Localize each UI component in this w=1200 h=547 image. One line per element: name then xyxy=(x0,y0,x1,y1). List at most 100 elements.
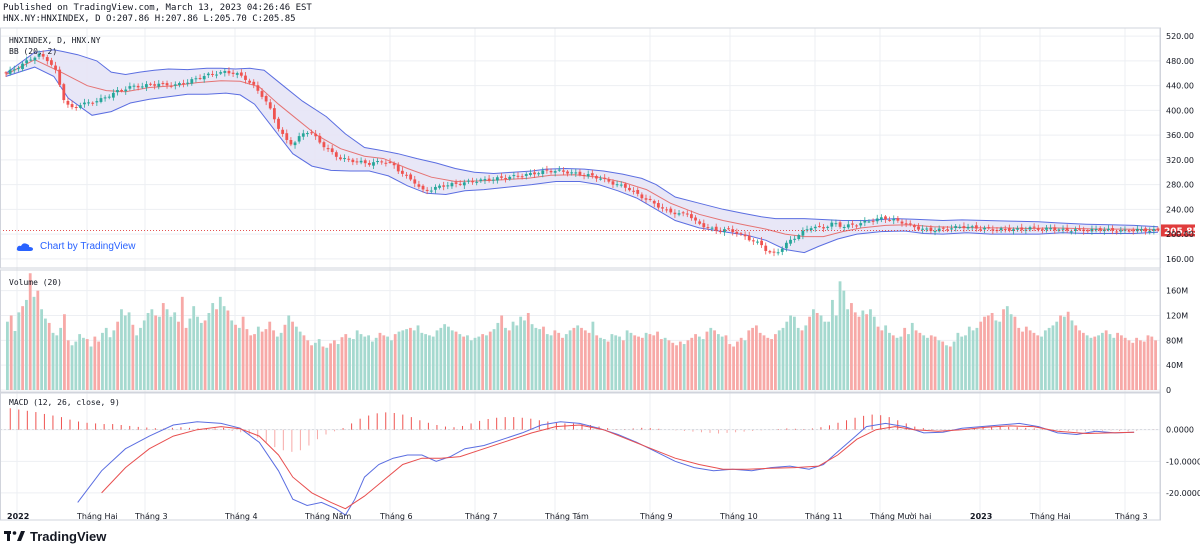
candle-body xyxy=(173,84,177,86)
candle-body xyxy=(74,107,78,109)
volume-bar xyxy=(44,318,47,390)
candle-body xyxy=(879,217,883,220)
volume-bar xyxy=(431,336,435,390)
candle-body xyxy=(140,86,144,88)
candle-body xyxy=(211,73,214,75)
candle-body xyxy=(367,162,371,165)
volume-bar xyxy=(154,315,158,390)
candle-body xyxy=(962,226,966,229)
candle-body xyxy=(1053,227,1057,231)
candle-body xyxy=(70,104,74,108)
candle-body xyxy=(1148,230,1152,233)
volume-bar xyxy=(215,309,218,390)
candle-body xyxy=(1007,228,1011,231)
candle-body xyxy=(483,179,487,181)
volume-bar xyxy=(793,316,796,390)
volume-bar xyxy=(937,340,941,390)
candle-body xyxy=(789,239,792,244)
volume-bar xyxy=(306,340,310,390)
tradingview-watermark-link[interactable]: Chart by TradingView xyxy=(16,241,135,252)
volume-bar xyxy=(279,332,283,390)
candle-body xyxy=(900,221,904,224)
candle-body xyxy=(363,160,367,164)
candle-body xyxy=(58,69,62,85)
candle-body xyxy=(495,177,499,181)
volume-bar xyxy=(443,324,447,390)
candle-body xyxy=(417,184,421,187)
last-price-tag xyxy=(1161,224,1195,237)
x-tick-label: Tháng 10 xyxy=(719,512,758,521)
volume-bar xyxy=(538,329,542,390)
volume-bar xyxy=(1127,340,1131,390)
volume-bar xyxy=(610,334,614,390)
candle-body xyxy=(640,194,644,199)
candle-body xyxy=(153,84,157,86)
x-tick-label: Tháng Tám xyxy=(544,512,589,521)
price-tick-label: 360.00 xyxy=(1166,131,1194,140)
volume-legend: Volume (20) xyxy=(9,278,62,287)
volume-bar xyxy=(458,334,462,390)
volume-bar xyxy=(511,321,515,390)
candle-body xyxy=(801,230,805,236)
volume-bar xyxy=(101,332,104,390)
candle-body xyxy=(169,85,173,87)
volume-bar xyxy=(781,327,785,390)
volume-bar xyxy=(454,331,458,390)
volume-bar xyxy=(815,312,819,390)
candle-body xyxy=(16,68,20,70)
volume-bar xyxy=(424,334,428,390)
volume-bar xyxy=(82,337,85,390)
candle-body xyxy=(603,177,607,179)
candle-body xyxy=(289,140,293,145)
volume-bar xyxy=(477,336,481,390)
volume-bar xyxy=(241,316,245,390)
volume-bar xyxy=(158,316,161,390)
x-tick-label: Tháng 9 xyxy=(639,512,673,521)
volume-bar xyxy=(473,337,477,390)
candle-body xyxy=(116,90,119,93)
volume-bar xyxy=(1017,327,1021,390)
price-pane[interactable] xyxy=(0,50,1160,257)
candle-body xyxy=(884,216,887,220)
candle-body xyxy=(656,203,660,208)
volume-bar xyxy=(291,321,294,390)
volume-bar xyxy=(329,343,332,390)
candle-body xyxy=(1135,228,1139,232)
macd-pane[interactable] xyxy=(0,408,1160,516)
candle-body xyxy=(524,174,528,176)
candle-body xyxy=(285,133,289,140)
volume-bar xyxy=(85,339,89,390)
volume-bar xyxy=(891,335,895,390)
price-tick-label: 320.00 xyxy=(1166,156,1194,165)
price-tick-label: 240.00 xyxy=(1166,205,1194,214)
x-tick-label: Tháng 3 xyxy=(134,512,168,521)
candle-body xyxy=(1086,230,1090,232)
candle-body xyxy=(516,175,520,177)
cloud-icon xyxy=(16,242,33,251)
candle-body xyxy=(797,235,801,240)
candle-body xyxy=(925,228,929,230)
volume-bar xyxy=(135,335,139,390)
candle-body xyxy=(681,212,685,214)
volume-bar xyxy=(876,326,880,390)
volume-bar xyxy=(211,303,215,390)
volume-bar xyxy=(25,299,28,390)
volume-pane[interactable] xyxy=(6,273,1157,390)
volume-bar xyxy=(861,310,865,390)
volume-bar xyxy=(268,321,272,390)
candle-body xyxy=(999,228,1003,231)
volume-bar xyxy=(713,330,716,390)
volume-bar xyxy=(918,332,922,390)
volume-bar xyxy=(964,335,967,390)
ohlc-header: HNX.NY:HNXINDEX, D O:207.86 H:207.86 L:2… xyxy=(3,14,296,24)
volume-bar xyxy=(865,314,869,390)
volume-bar xyxy=(606,341,610,390)
candle-body xyxy=(1078,228,1081,230)
volume-bar xyxy=(1093,336,1097,390)
candle-body xyxy=(863,220,867,223)
volume-bar xyxy=(827,321,831,390)
candle-body xyxy=(293,142,297,146)
candle-body xyxy=(268,102,272,109)
volume-bar xyxy=(519,316,523,390)
